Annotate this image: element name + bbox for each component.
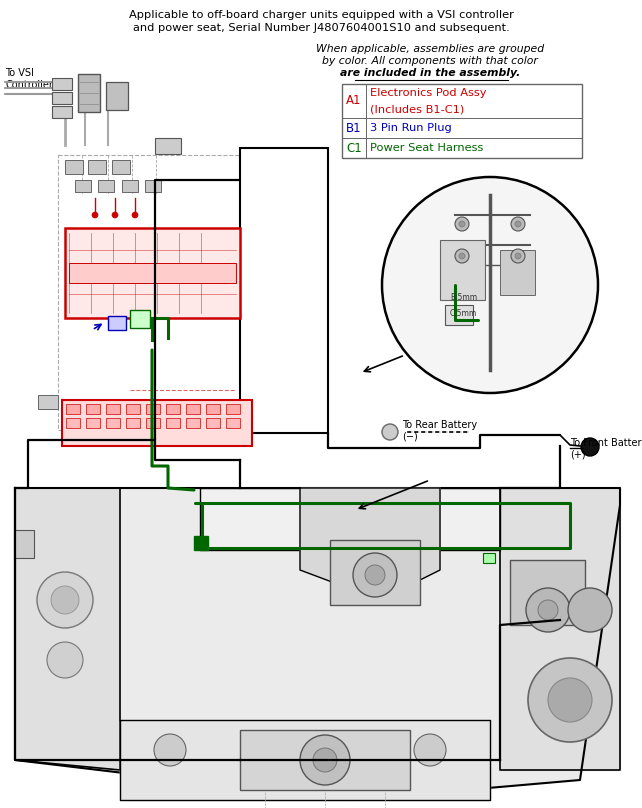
Circle shape	[365, 565, 385, 585]
FancyBboxPatch shape	[194, 536, 208, 550]
Circle shape	[538, 600, 558, 620]
Text: To VSI
Controller: To VSI Controller	[5, 68, 53, 90]
FancyBboxPatch shape	[145, 180, 161, 192]
FancyBboxPatch shape	[155, 138, 181, 154]
Circle shape	[548, 678, 592, 722]
Circle shape	[51, 586, 79, 614]
FancyBboxPatch shape	[98, 180, 114, 192]
FancyBboxPatch shape	[112, 160, 130, 174]
FancyBboxPatch shape	[106, 82, 128, 110]
Circle shape	[132, 212, 138, 218]
FancyBboxPatch shape	[146, 404, 160, 414]
Text: C.5mm: C.5mm	[450, 309, 477, 318]
Text: When applicable, assemblies are grouped: When applicable, assemblies are grouped	[316, 44, 544, 54]
FancyBboxPatch shape	[75, 180, 91, 192]
FancyBboxPatch shape	[106, 418, 120, 428]
Polygon shape	[500, 488, 620, 770]
FancyBboxPatch shape	[166, 404, 180, 414]
Text: 3 Pin Run Plug: 3 Pin Run Plug	[370, 123, 452, 133]
FancyBboxPatch shape	[86, 404, 100, 414]
Circle shape	[511, 249, 525, 263]
FancyBboxPatch shape	[52, 78, 72, 90]
FancyBboxPatch shape	[483, 553, 495, 563]
Circle shape	[515, 253, 521, 259]
Circle shape	[455, 249, 469, 263]
Text: B1: B1	[346, 121, 362, 134]
Circle shape	[511, 217, 525, 231]
FancyBboxPatch shape	[206, 404, 220, 414]
Text: B.5mm: B.5mm	[450, 293, 477, 302]
Circle shape	[515, 221, 521, 227]
FancyBboxPatch shape	[206, 418, 220, 428]
Circle shape	[313, 748, 337, 772]
FancyBboxPatch shape	[108, 316, 126, 330]
FancyBboxPatch shape	[66, 418, 80, 428]
Circle shape	[92, 212, 98, 218]
Circle shape	[154, 734, 186, 766]
FancyBboxPatch shape	[342, 84, 582, 158]
Circle shape	[112, 212, 118, 218]
FancyBboxPatch shape	[14, 530, 34, 558]
FancyBboxPatch shape	[240, 148, 328, 433]
FancyBboxPatch shape	[62, 400, 252, 446]
Polygon shape	[200, 488, 500, 550]
FancyBboxPatch shape	[330, 540, 420, 605]
FancyBboxPatch shape	[440, 240, 485, 300]
Text: by color. All components with that color: by color. All components with that color	[322, 56, 538, 66]
FancyBboxPatch shape	[445, 305, 473, 325]
Circle shape	[528, 658, 612, 742]
Text: and power seat, Serial Number J4807604001S10 and subsequent.: and power seat, Serial Number J480760400…	[133, 23, 509, 33]
FancyBboxPatch shape	[226, 404, 240, 414]
FancyBboxPatch shape	[240, 730, 410, 790]
Circle shape	[382, 177, 598, 393]
Circle shape	[37, 572, 93, 628]
Circle shape	[455, 217, 469, 231]
Circle shape	[459, 221, 465, 227]
FancyBboxPatch shape	[186, 404, 200, 414]
Polygon shape	[300, 488, 440, 600]
FancyBboxPatch shape	[510, 560, 585, 625]
FancyBboxPatch shape	[126, 418, 140, 428]
Text: To Front Battery
(+): To Front Battery (+)	[570, 438, 642, 460]
FancyBboxPatch shape	[186, 418, 200, 428]
Polygon shape	[15, 488, 620, 800]
Text: Electronics Pod Assy: Electronics Pod Assy	[370, 88, 487, 98]
FancyBboxPatch shape	[52, 92, 72, 104]
FancyBboxPatch shape	[78, 74, 100, 112]
FancyBboxPatch shape	[88, 160, 106, 174]
Text: Power Seat Harness: Power Seat Harness	[370, 143, 483, 153]
Circle shape	[300, 735, 350, 785]
Text: To Rear Battery
(−): To Rear Battery (−)	[402, 420, 477, 442]
Circle shape	[459, 253, 465, 259]
Circle shape	[581, 438, 599, 456]
FancyBboxPatch shape	[126, 404, 140, 414]
FancyBboxPatch shape	[65, 228, 240, 318]
Text: Applicable to off-board charger units equipped with a VSI controller: Applicable to off-board charger units eq…	[128, 10, 514, 20]
Circle shape	[568, 588, 612, 632]
Text: A1: A1	[346, 95, 361, 107]
FancyBboxPatch shape	[66, 404, 80, 414]
FancyBboxPatch shape	[146, 418, 160, 428]
FancyBboxPatch shape	[166, 418, 180, 428]
Circle shape	[47, 642, 83, 678]
Circle shape	[353, 553, 397, 597]
FancyBboxPatch shape	[65, 160, 83, 174]
FancyBboxPatch shape	[86, 418, 100, 428]
FancyBboxPatch shape	[38, 395, 58, 409]
FancyBboxPatch shape	[69, 263, 236, 283]
Polygon shape	[15, 488, 120, 770]
FancyBboxPatch shape	[122, 180, 138, 192]
Polygon shape	[120, 720, 490, 800]
Text: C1: C1	[346, 141, 362, 154]
FancyBboxPatch shape	[52, 106, 72, 118]
FancyBboxPatch shape	[106, 404, 120, 414]
Circle shape	[526, 588, 570, 632]
FancyBboxPatch shape	[226, 418, 240, 428]
FancyBboxPatch shape	[500, 250, 535, 295]
Text: (Includes B1-C1): (Includes B1-C1)	[370, 104, 464, 114]
FancyBboxPatch shape	[130, 310, 150, 328]
Text: are included in the assembly.: are included in the assembly.	[340, 68, 520, 78]
Circle shape	[414, 734, 446, 766]
Circle shape	[382, 424, 398, 440]
